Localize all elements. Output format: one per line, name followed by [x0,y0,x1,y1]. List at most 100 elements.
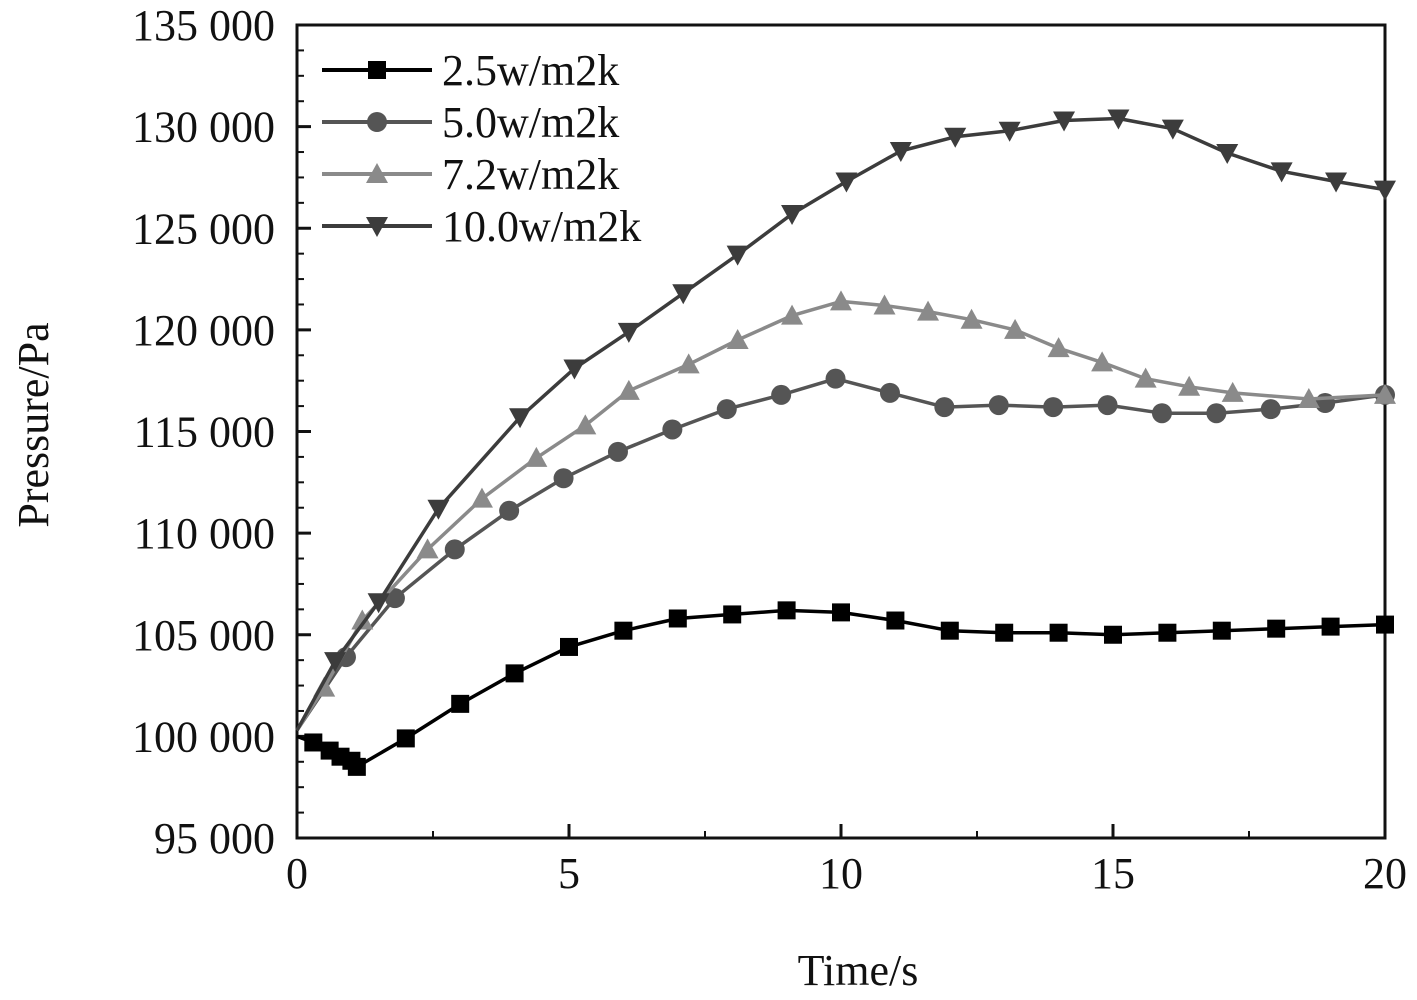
data-point [324,652,347,673]
y-tick-label: 135 000 [132,1,275,50]
data-point [509,408,532,429]
data-point [889,142,912,163]
y-tick-label: 105 000 [132,611,275,660]
data-point [1161,119,1184,140]
data-point [1134,367,1157,388]
data-point [1158,623,1177,642]
data-point [1270,162,1293,183]
y-axis: 95 000 100 000 105 000 110 000 115 000 120 00… [132,1,311,863]
x-tick-label: 0 [286,849,308,898]
y-tick-label: 130 000 [132,103,275,152]
data-point [988,395,1009,416]
data-point [672,284,695,305]
data-point [499,500,520,521]
data-point [723,605,742,624]
data-point [886,611,905,630]
data-point [607,441,628,462]
series-2.5w/m2k [296,601,1394,776]
data-point [960,308,983,329]
data-point [879,382,900,403]
data-point [1374,180,1396,201]
data-point [995,623,1014,642]
x-axis-title: Time/s [798,946,919,995]
data-point [1053,111,1076,132]
data-point [781,304,804,325]
data-point [781,205,804,226]
data-point [451,694,470,713]
data-point [777,601,796,620]
data-point [716,399,737,420]
legend-item: 5.0w/m2k [322,98,619,147]
legend-marker [367,112,387,132]
data-point [1043,397,1064,418]
x-axis: 0 5 10 15 20 [286,824,1407,898]
y-tick-label: 95 000 [154,814,275,863]
data-point [1216,144,1239,165]
data-point [830,290,852,311]
data-point [1097,395,1118,416]
x-tick-label: 20 [1363,849,1407,898]
data-point [1047,337,1070,358]
data-point [726,245,749,266]
data-point [563,359,586,380]
data-point [1325,172,1348,193]
data-point [873,294,896,315]
data-point [1376,615,1394,634]
data-point [1267,619,1286,638]
data-point [396,729,415,748]
legend-marker [366,163,388,183]
data-point [1004,318,1027,339]
legend-label: 5.0w/m2k [442,98,619,147]
y-tick-label: 115 000 [134,408,275,457]
data-point [553,468,574,489]
data-point [1212,621,1231,640]
data-point [662,419,683,440]
data-point [617,322,640,343]
data-point [726,329,749,350]
data-point [934,397,955,418]
data-point [444,539,465,560]
y-tick-label: 110 000 [134,509,275,558]
y-axis-title: Pressure/Pa [9,322,58,527]
data-point [1206,403,1227,424]
data-point [1260,399,1281,420]
series-5.0w/m2k [295,368,1395,732]
data-point [614,621,633,640]
legend-marker [368,61,386,79]
data-point [1221,381,1244,402]
data-point [1178,375,1201,396]
data-point [940,621,959,640]
y-tick-label: 120 000 [132,306,275,355]
x-tick-label: 10 [819,849,863,898]
data-point [1049,623,1068,642]
data-point [1374,383,1396,404]
data-point [1107,109,1130,130]
data-point [574,414,597,435]
data-point [1151,403,1172,424]
series-10.0w/m2k [295,109,1396,732]
series-7.2w/m2k [295,290,1396,732]
data-point [560,637,578,656]
data-point [505,664,524,683]
data-point [416,538,439,559]
data-point [677,353,700,374]
series-layer [295,109,1396,776]
data-point [1104,625,1122,644]
data-point [825,368,846,389]
x-tick-label: 15 [1091,849,1135,898]
data-point [384,588,405,609]
series-line [295,299,1386,732]
data-point [771,384,792,405]
legend-item: 7.2w/m2k [322,150,619,199]
data-point [525,446,548,467]
legend-label: 2.5w/m2k [442,46,619,95]
data-point [998,121,1021,142]
data-point [1321,617,1340,636]
y-tick-label: 125 000 [132,204,275,253]
data-point [367,593,390,614]
data-point [944,127,967,148]
y-tick-label: 100 000 [132,712,275,761]
data-point [427,499,450,520]
